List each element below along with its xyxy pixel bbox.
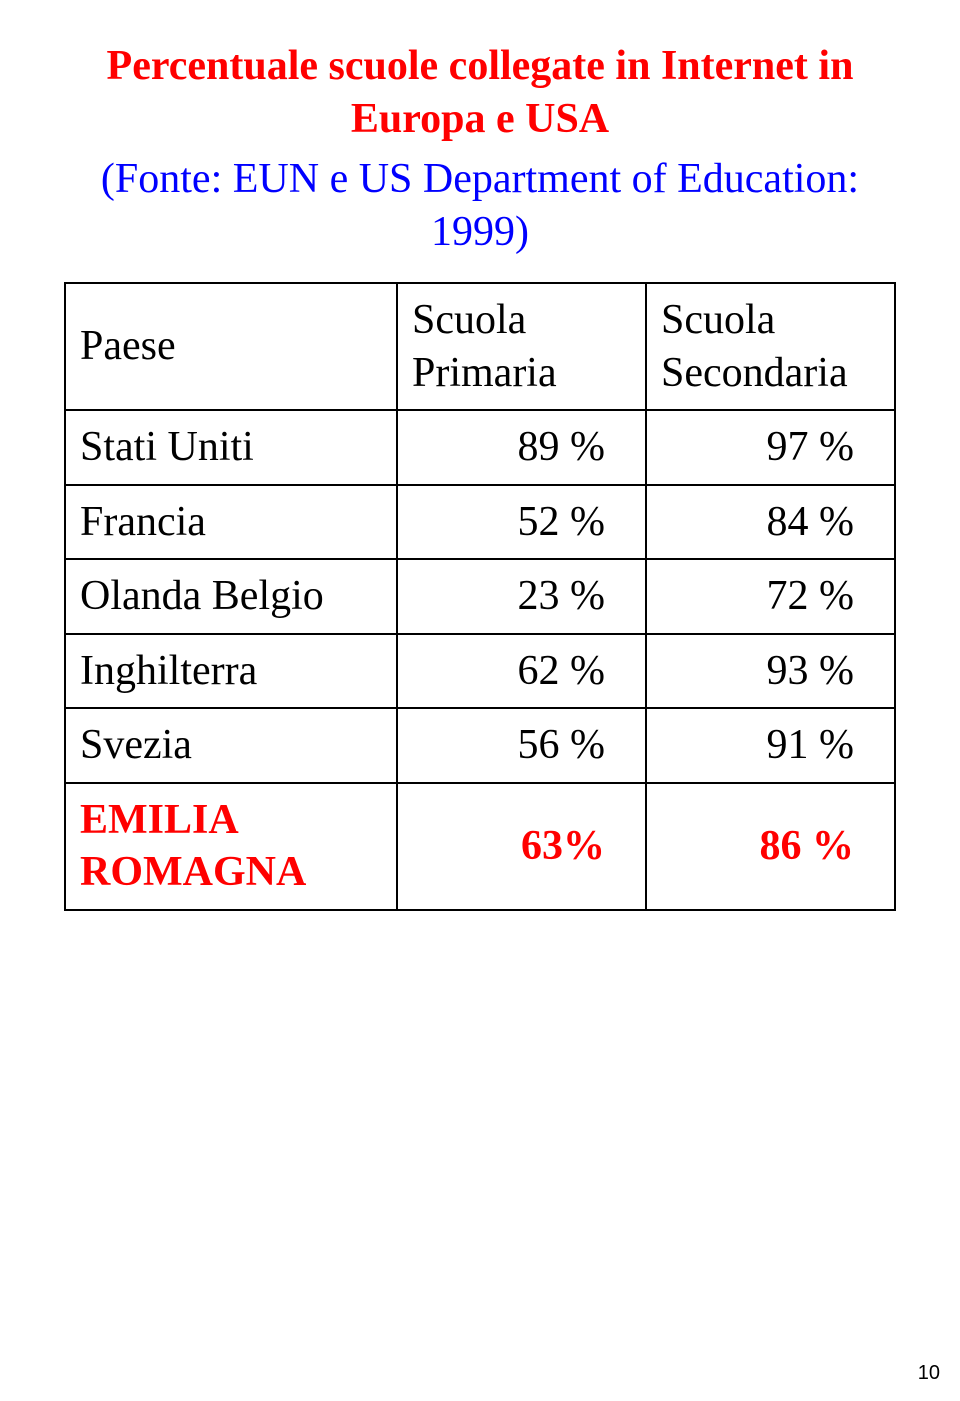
table-row: Inghilterra 62 % 93 % (65, 634, 895, 709)
row-value-primaria: 23 % (397, 559, 646, 634)
row-value-secondaria: 84 % (646, 485, 895, 560)
header-col-secondaria: Scuola Secondaria (646, 283, 895, 410)
header-col-primaria: Scuola Primaria (397, 283, 646, 410)
table-row: Svezia 56 % 91 % (65, 708, 895, 783)
row-value-secondaria: 86 % (646, 783, 895, 910)
row-value-primaria: 56 % (397, 708, 646, 783)
table-row: Stati Uniti 89 % 97 % (65, 410, 895, 485)
page-number: 10 (918, 1362, 940, 1385)
header-col-paese: Paese (65, 283, 397, 410)
row-label: Svezia (65, 708, 397, 783)
row-value-secondaria: 93 % (646, 634, 895, 709)
table-row: Francia 52 % 84 % (65, 485, 895, 560)
row-label: Olanda Belgio (65, 559, 397, 634)
row-value-primaria: 62 % (397, 634, 646, 709)
table-row: EMILIA ROMAGNA 63% 86 % (65, 783, 895, 910)
row-label: Inghilterra (65, 634, 397, 709)
row-value-secondaria: 97 % (646, 410, 895, 485)
row-label: Francia (65, 485, 397, 560)
page-title: Percentuale scuole collegate in Internet… (64, 40, 896, 145)
page: Percentuale scuole collegate in Internet… (0, 0, 960, 1401)
row-value-secondaria: 91 % (646, 708, 895, 783)
row-label: Stati Uniti (65, 410, 397, 485)
row-value-secondaria: 72 % (646, 559, 895, 634)
row-value-primaria: 52 % (397, 485, 646, 560)
page-subtitle: (Fonte: EUN e US Department of Education… (64, 153, 896, 258)
data-table: Paese Scuola Primaria Scuola Secondaria … (64, 282, 896, 911)
row-label: EMILIA ROMAGNA (65, 783, 397, 910)
row-value-primaria: 89 % (397, 410, 646, 485)
row-value-primaria: 63% (397, 783, 646, 910)
table-header-row: Paese Scuola Primaria Scuola Secondaria (65, 283, 895, 410)
table-row: Olanda Belgio 23 % 72 % (65, 559, 895, 634)
